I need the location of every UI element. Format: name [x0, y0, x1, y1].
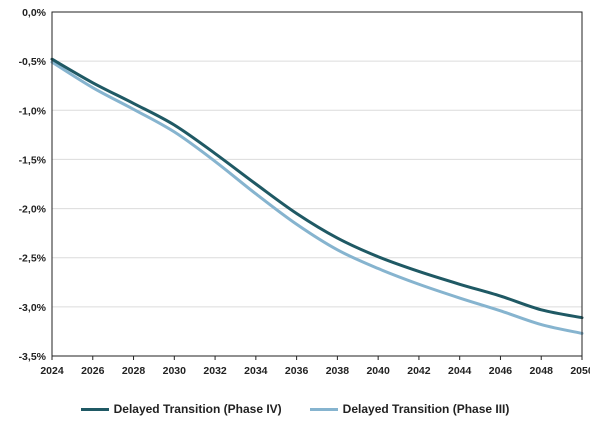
x-tick-label: 2030 — [163, 365, 187, 377]
legend-label-phase-iv: Delayed Transition (Phase IV) — [113, 402, 282, 416]
x-tick-label: 2026 — [81, 365, 105, 377]
y-tick-label: -1,0% — [19, 105, 47, 117]
legend: Delayed Transition (Phase IV) Delayed Tr… — [0, 402, 590, 416]
y-tick-label: -3,0% — [19, 302, 47, 314]
y-axis-ticks: 0,0% -0,5% -1,0% -1,5% -2,0% -2,5% -3,0% -3,5% — [19, 7, 47, 363]
legend-label-phase-iii: Delayed Transition (Phase III) — [342, 402, 510, 416]
x-tick-label: 2042 — [407, 365, 431, 377]
x-axis-ticks: 2024 2026 2028 2030 2032 2034 2036 2038 2040 2042… — [40, 356, 590, 377]
x-tick-label: 2040 — [366, 365, 390, 377]
series-line-phase-iv — [50, 57, 584, 320]
legend-item-phase-iv: Delayed Transition (Phase IV) — [80, 402, 282, 416]
legend-swatch-phase-iii — [309, 407, 338, 411]
x-tick-label: 2034 — [244, 365, 268, 377]
series-lines — [50, 57, 584, 335]
x-tick-label: 2050 — [570, 365, 590, 377]
x-tick-label: 2028 — [122, 365, 146, 377]
y-tick-label: -2,5% — [19, 253, 47, 265]
plot-area-border — [51, 11, 583, 357]
y-tick-label: -2,0% — [19, 204, 47, 216]
legend-swatch-phase-iv — [80, 407, 109, 411]
y-tick-label: -0,5% — [19, 56, 47, 68]
y-tick-label: 0,0% — [22, 7, 47, 19]
y-tick-label: -1,5% — [19, 154, 47, 166]
x-tick-label: 2038 — [326, 365, 350, 377]
x-tick-label: 2046 — [489, 365, 513, 377]
series-line-phase-iii — [50, 60, 584, 335]
line-chart: 0,0%-0,5%-1,0%-1,5%-2,0%-2,5%-3,0%-3,5% … — [19, 7, 590, 377]
gridlines — [52, 11, 582, 357]
legend-item-phase-iii: Delayed Transition (Phase III) — [309, 402, 510, 416]
y-tick-label: -3,5% — [19, 351, 47, 363]
x-tick-label: 2024 — [40, 365, 64, 377]
x-tick-label: 2048 — [530, 365, 554, 377]
x-tick-label: 2044 — [448, 365, 472, 377]
x-tick-label: 2036 — [285, 365, 309, 377]
x-tick-label: 2032 — [203, 365, 227, 377]
